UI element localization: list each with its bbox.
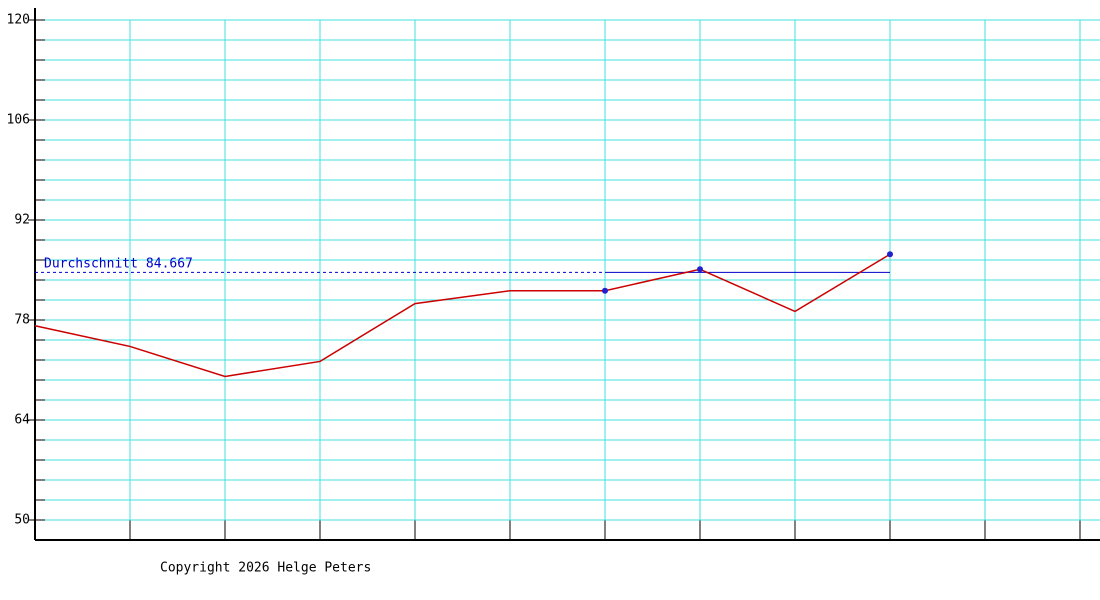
y-tick-label: 92 [14,213,30,228]
y-tick-label: 78 [14,313,30,328]
average-label-text: Durchschnitt [44,256,138,271]
highlight-marker [887,251,893,258]
y-tick-label: 120 [7,13,30,28]
highlight-marker [602,287,608,294]
highlight-marker [697,266,703,273]
y-tick-label: 50 [14,513,30,528]
data-line [34,253,891,378]
y-tick-label: 106 [7,113,30,128]
average-label: Durchschnitt 84.667 [44,256,193,271]
average-label-value: 84.667 [146,256,193,271]
footer: Copyright 2026 Helge Peters [160,561,371,576]
y-tick-label: 64 [14,413,30,428]
